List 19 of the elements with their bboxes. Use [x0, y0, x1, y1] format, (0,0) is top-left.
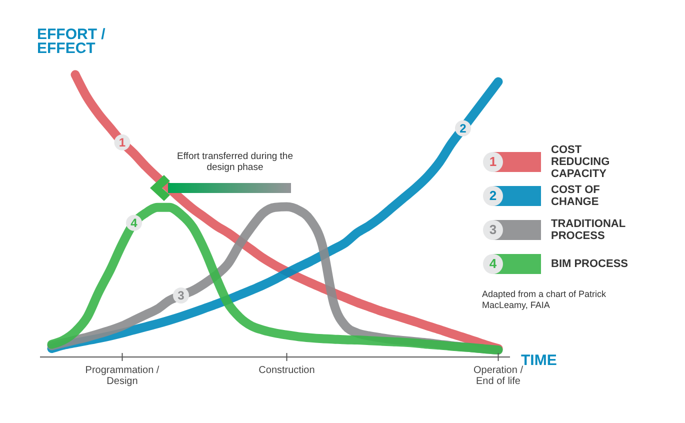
annotation: 2	[460, 122, 467, 136]
annotation: 4	[130, 216, 138, 230]
legend-label: BIM PROCESS	[551, 258, 630, 270]
x-tick-label: Programmation / Design	[85, 365, 160, 387]
annotation: Effort transferred during the design phase	[176, 151, 294, 173]
legend-label: TRADITIONAL PROCESS	[551, 218, 626, 242]
text: 1	[489, 154, 497, 169]
y-axis-title: EFFORT / EFFECT	[37, 26, 106, 57]
annotation: 3	[178, 288, 185, 303]
annotation: Adapted from a chart of Patrick MacLeamy, FAIA	[482, 289, 608, 311]
x-tick-label: Operation / End of life	[474, 365, 524, 387]
legend-label: COST OF CHANGE	[551, 184, 601, 208]
text: 2	[489, 188, 497, 203]
x-axis-title: TIME	[521, 352, 557, 369]
text: 4	[489, 256, 497, 271]
legend-label: COST REDUCING CAPACITY	[551, 144, 611, 180]
x-tick-label: Construction	[258, 365, 315, 376]
annotation: 1	[118, 136, 126, 150]
text: 3	[489, 222, 497, 237]
